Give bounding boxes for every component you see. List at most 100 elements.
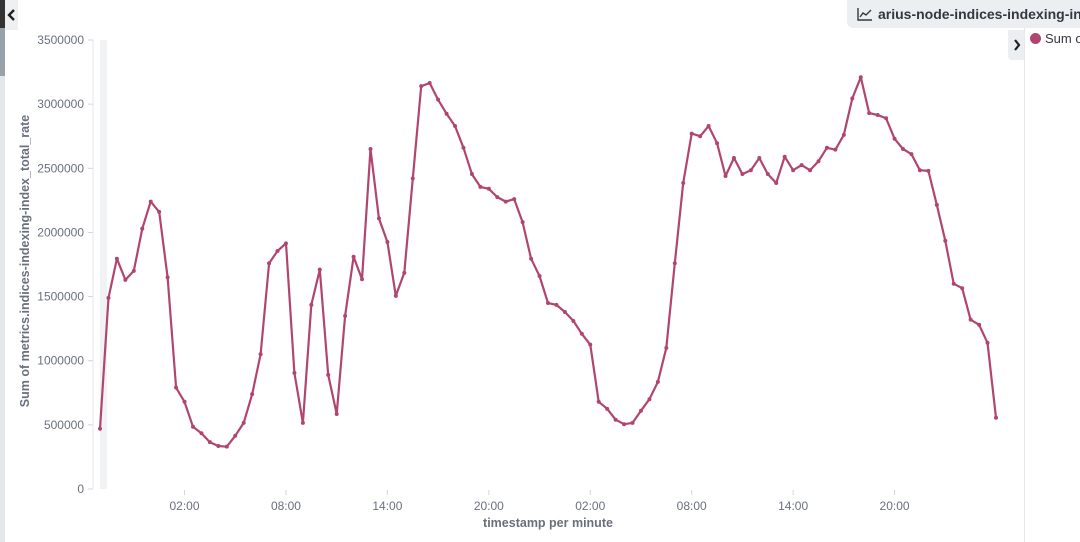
data-point [419, 84, 424, 89]
data-point [131, 268, 136, 273]
data-point [334, 411, 339, 416]
data-point [224, 444, 229, 449]
data-point [351, 254, 356, 259]
data-point [376, 216, 381, 221]
data-point [233, 433, 238, 438]
x-axis-title: timestamp per minute [483, 516, 613, 530]
y-tick-label: 2500000 [37, 161, 84, 175]
data-point [343, 313, 348, 318]
data-point [478, 184, 483, 189]
data-point [664, 345, 669, 350]
data-point [453, 123, 458, 128]
data-point [461, 145, 466, 150]
data-point [858, 75, 863, 80]
legend-color-dot [1030, 33, 1041, 44]
data-point [757, 156, 762, 161]
data-point [875, 113, 880, 118]
visualization-title-tab[interactable]: arius-node-indices-indexing-in [847, 0, 1080, 28]
data-point [698, 134, 703, 139]
data-point [622, 422, 627, 427]
data-point [427, 80, 432, 85]
x-tick-label: 02:00 [575, 499, 605, 513]
x-tick-label: 08:00 [677, 499, 707, 513]
data-point [613, 417, 618, 422]
data-point [884, 116, 889, 121]
x-tick-label: 14:00 [778, 499, 808, 513]
data-point [672, 261, 677, 266]
data-point [199, 431, 204, 436]
data-point [360, 277, 365, 282]
x-tick-label: 20:00 [880, 499, 910, 513]
data-point [267, 261, 272, 266]
y-tick-label: 0 [77, 482, 84, 496]
data-point [926, 168, 931, 173]
x-axis: 02:00 08:00 14:00 20:00 02:00 08:00 14:00 20:00 [170, 490, 910, 513]
plot-edge-band [100, 40, 107, 489]
chevron-right-icon [1013, 39, 1020, 51]
y-tick-label: 1000000 [37, 354, 84, 368]
data-point [292, 370, 297, 375]
y-tick-label: 3500000 [37, 33, 84, 47]
y-tick-label: 500000 [44, 418, 84, 432]
data-point [469, 172, 474, 177]
data-point [774, 181, 779, 186]
y-axis-title: Sum of metrics.indices-indexing-index_to… [18, 115, 32, 407]
x-tick-label: 20:00 [474, 499, 504, 513]
legend-panel: Sum o [1024, 28, 1080, 542]
series-sum [98, 75, 998, 449]
data-point [250, 392, 255, 397]
y-axis: 0 500000 1000000 1500000 2000000 2500000 30000… [37, 33, 93, 496]
data-point [748, 168, 753, 173]
data-point [605, 406, 610, 411]
data-point [977, 322, 982, 327]
left-panel-strip [0, 0, 5, 542]
data-point [309, 302, 314, 307]
data-point [765, 172, 770, 177]
data-point [994, 415, 998, 420]
x-tick-label: 02:00 [170, 499, 200, 513]
data-point [385, 240, 390, 245]
data-point [782, 154, 787, 159]
data-point [140, 226, 145, 231]
data-point [715, 141, 720, 146]
data-point [157, 209, 162, 214]
data-point [740, 172, 745, 177]
data-point [546, 300, 550, 305]
data-point [275, 249, 280, 254]
legend-item[interactable]: Sum o [1030, 31, 1080, 46]
collapse-sidebar-button[interactable] [5, 0, 18, 30]
data-point [647, 397, 652, 402]
data-point [901, 147, 906, 152]
data-point [833, 147, 838, 152]
data-point [436, 97, 441, 102]
data-point [968, 317, 973, 322]
data-point [867, 111, 872, 116]
data-point [317, 267, 322, 272]
data-point [123, 277, 128, 282]
data-point [148, 199, 153, 204]
data-point [537, 274, 542, 279]
data-point [731, 156, 736, 161]
legend-label: Sum o [1045, 31, 1080, 46]
data-point [114, 256, 119, 261]
data-point [588, 342, 593, 347]
data-point [402, 270, 407, 275]
data-point [368, 147, 373, 152]
data-point [207, 440, 212, 445]
data-point [571, 318, 576, 323]
data-point [909, 152, 914, 157]
visualization-title: arius-node-indices-indexing-in [878, 6, 1080, 22]
y-tick-label: 1500000 [37, 290, 84, 304]
data-point [791, 168, 796, 173]
data-point [529, 256, 534, 261]
data-point [520, 220, 525, 225]
data-point [960, 286, 965, 291]
x-tick-label: 08:00 [271, 499, 301, 513]
data-point [410, 176, 415, 181]
legend-toggle-button[interactable] [1008, 30, 1025, 60]
data-point [486, 186, 491, 191]
data-point [689, 131, 694, 136]
data-point [824, 145, 829, 150]
data-point [326, 372, 331, 377]
